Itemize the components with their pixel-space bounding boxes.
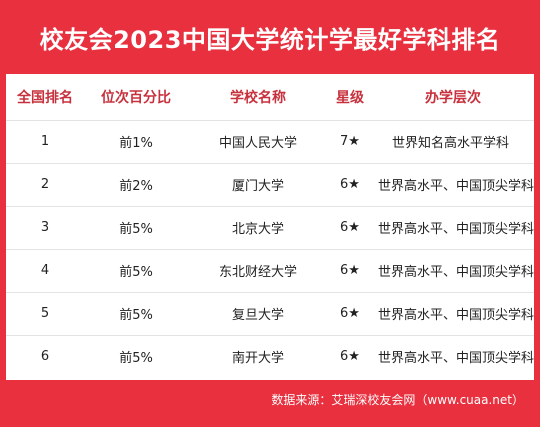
cell-stars: 6★ xyxy=(328,248,372,292)
cell-school: 厦门大学 xyxy=(188,162,328,206)
cell-stars: 6★ xyxy=(328,334,372,378)
cell-school: 复旦大学 xyxy=(188,291,328,335)
ranking-panel: 全国排名 位次百分比 学校名称 星级 办学层次 1 前1% 中国人民大学 7★ … xyxy=(6,74,534,380)
cell-stars: 7★ xyxy=(328,119,372,163)
cell-level: 世界知名高水平学科 xyxy=(372,119,534,163)
cell-level: 世界高水平、中国顶尖学科 xyxy=(372,248,534,292)
header-stars: 星级 xyxy=(336,89,364,106)
header-percentile: 位次百分比 xyxy=(101,89,171,106)
cell-rank: 1 xyxy=(6,119,84,163)
header-rank: 全国排名 xyxy=(17,89,73,106)
cell-percentile: 前5% xyxy=(84,205,188,249)
cell-stars: 6★ xyxy=(328,291,372,335)
table-row: 4 前5% 东北财经大学 6★ 世界高水平、中国顶尖学科 xyxy=(6,248,534,292)
cell-stars: 6★ xyxy=(328,162,372,206)
data-source-note: 数据来源：艾瑞深校友会网（www.cuaa.net） xyxy=(271,393,524,407)
cell-school: 北京大学 xyxy=(188,205,328,249)
table-row: 6 前5% 南开大学 6★ 世界高水平、中国顶尖学科 xyxy=(6,334,534,378)
cell-level: 世界高水平、中国顶尖学科 xyxy=(372,334,534,378)
header-school: 学校名称 xyxy=(230,89,286,106)
cell-rank: 6 xyxy=(6,334,84,378)
cell-level: 世界高水平、中国顶尖学科 xyxy=(372,162,534,206)
ranking-table: 全国排名 位次百分比 学校名称 星级 办学层次 1 前1% 中国人民大学 7★ … xyxy=(6,74,534,378)
cell-rank: 2 xyxy=(6,162,84,206)
table-row: 1 前1% 中国人民大学 7★ 世界知名高水平学科 xyxy=(6,119,534,163)
cell-percentile: 前1% xyxy=(84,119,188,163)
header-level: 办学层次 xyxy=(425,89,481,106)
cell-rank: 4 xyxy=(6,248,84,292)
table-header-row: 全国排名 位次百分比 学校名称 星级 办学层次 xyxy=(6,74,534,120)
cell-school: 东北财经大学 xyxy=(188,248,328,292)
cell-level: 世界高水平、中国顶尖学科 xyxy=(372,205,534,249)
cell-school: 南开大学 xyxy=(188,334,328,378)
cell-percentile: 前5% xyxy=(84,291,188,335)
table-row: 3 前5% 北京大学 6★ 世界高水平、中国顶尖学科 xyxy=(6,205,534,249)
cell-percentile: 前5% xyxy=(84,248,188,292)
cell-percentile: 前5% xyxy=(84,334,188,378)
page-title: 校友会2023中国大学统计学最好学科排名 xyxy=(39,25,501,54)
cell-rank: 3 xyxy=(6,205,84,249)
table-row: 5 前5% 复旦大学 6★ 世界高水平、中国顶尖学科 xyxy=(6,291,534,335)
cell-rank: 5 xyxy=(6,291,84,335)
table-row: 2 前2% 厦门大学 6★ 世界高水平、中国顶尖学科 xyxy=(6,162,534,206)
cell-school: 中国人民大学 xyxy=(188,119,328,163)
cell-stars: 6★ xyxy=(328,205,372,249)
cell-percentile: 前2% xyxy=(84,162,188,206)
cell-level: 世界高水平、中国顶尖学科 xyxy=(372,291,534,335)
